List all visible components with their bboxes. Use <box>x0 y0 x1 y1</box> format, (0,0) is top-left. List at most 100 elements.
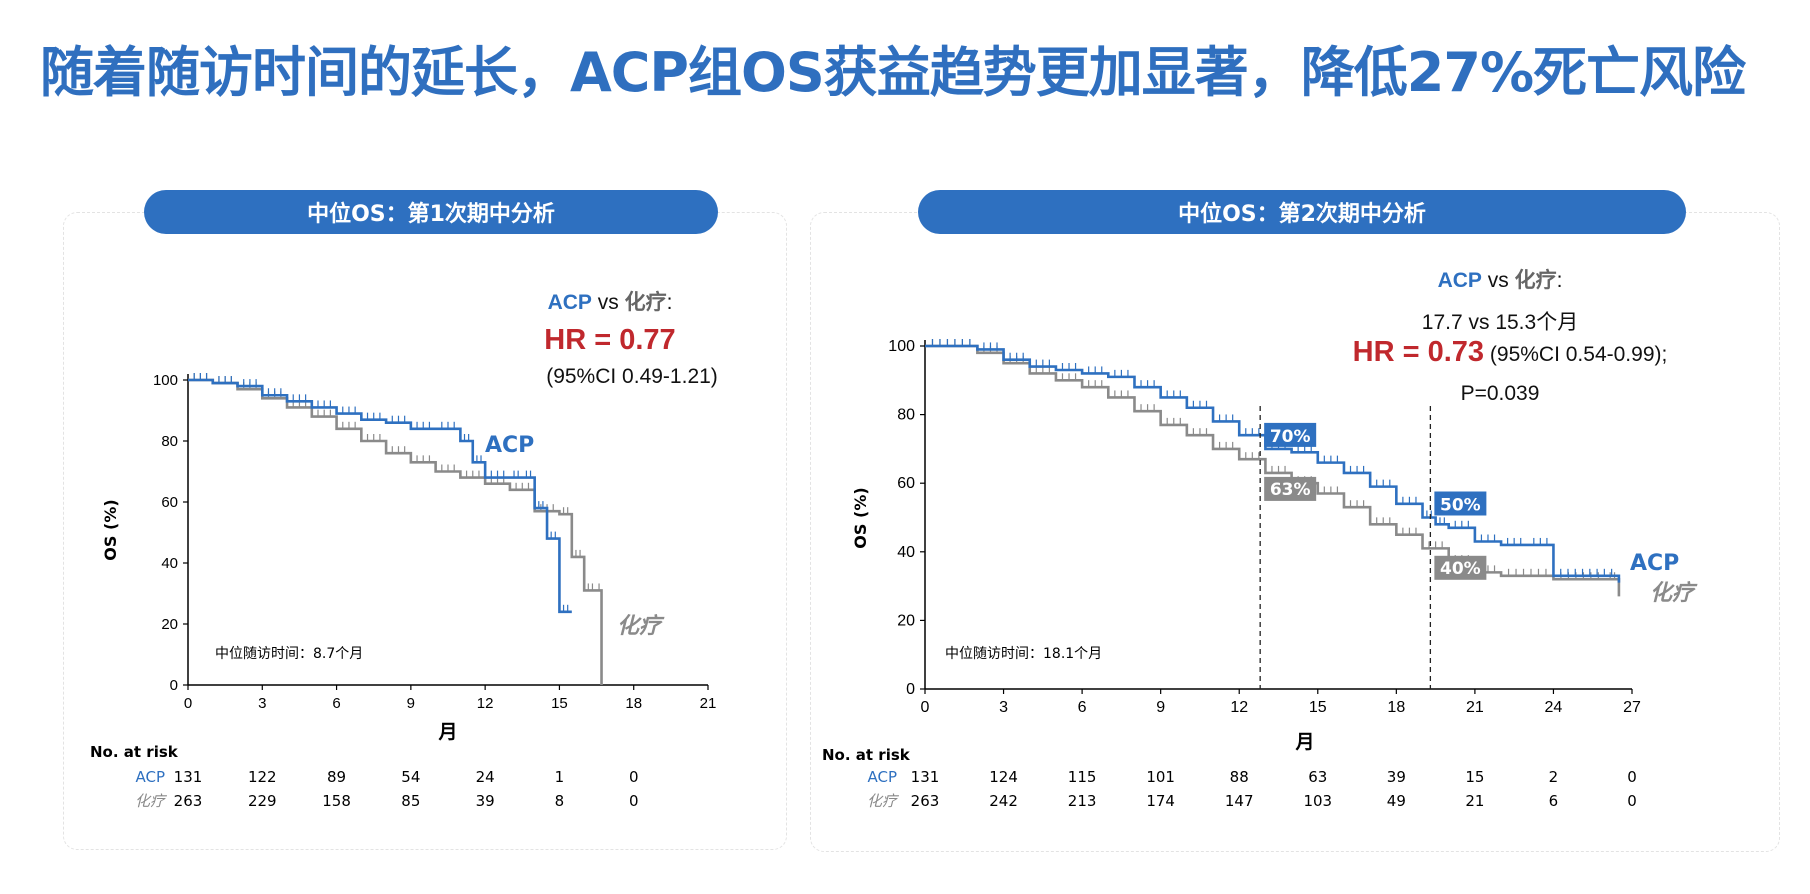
x-tick-label: 24 <box>1545 699 1563 716</box>
panel-1-title-pill: 中位OS：第1次期中分析 <box>144 190 718 234</box>
x-tick-label: 9 <box>1156 699 1165 716</box>
median-followup-note: 中位随访时间：18.1个月 <box>945 646 1102 662</box>
x-tick-label: 27 <box>1623 699 1641 716</box>
y-tick-label: 0 <box>170 677 178 694</box>
x-tick-label: 18 <box>625 695 642 712</box>
y-tick-label: 40 <box>897 544 915 561</box>
acp-landmark-label: 50% <box>1440 496 1481 516</box>
y-tick-label: 60 <box>161 494 178 511</box>
risk-cell-acp: 54 <box>401 768 420 786</box>
chemo-landmark-box <box>1264 476 1317 501</box>
risk-cell-acp: 122 <box>248 768 277 786</box>
chemo-landmark-label: 63% <box>1270 480 1311 500</box>
median-followup-note: 中位随访时间：8.7个月 <box>215 646 363 662</box>
y-tick-label: 100 <box>888 338 915 355</box>
x-tick-label: 12 <box>477 695 494 712</box>
risk-table-title: No. at risk <box>90 743 179 761</box>
y-axis-label: OS (%) <box>101 499 120 560</box>
x-tick-label: 6 <box>1078 699 1087 716</box>
annotation-vs: vs <box>1481 269 1515 292</box>
x-tick-label: 0 <box>921 699 930 716</box>
y-tick-label: 20 <box>161 616 178 633</box>
slide-title: 随着随访时间的延长，ACP组OS获益趋势更加显著，降低27%死亡风险 <box>40 41 1746 104</box>
risk-cell-chemo: 85 <box>401 792 420 810</box>
chemo-series-label: 化疗 <box>617 613 665 639</box>
risk-cell-chemo: 103 <box>1303 792 1332 810</box>
risk-cell-acp: 124 <box>989 768 1018 786</box>
risk-cell-acp: 131 <box>911 768 940 786</box>
risk-cell-acp: 131 <box>174 768 203 786</box>
annotation-chemo: 化疗 <box>624 291 667 314</box>
chemo-landmark-label: 40% <box>1440 559 1481 579</box>
annotation-acp: ACP <box>1437 269 1482 292</box>
x-tick-label: 18 <box>1387 699 1405 716</box>
risk-row-label-acp: ACP <box>135 768 165 786</box>
risk-cell-acp: 24 <box>476 768 495 786</box>
x-axis-label: 月 <box>1294 731 1314 753</box>
risk-cell-acp: 39 <box>1387 768 1406 786</box>
acp-landmark-label: 70% <box>1270 427 1311 447</box>
panel-2-title-pill: 中位OS：第2次期中分析 <box>918 190 1686 234</box>
risk-row-label-acp: ACP <box>867 768 897 786</box>
risk-cell-acp: 0 <box>1627 768 1637 786</box>
x-tick-label: 0 <box>184 695 192 712</box>
x-axis-label: 月 <box>437 721 457 743</box>
risk-cell-chemo: 263 <box>911 792 940 810</box>
x-tick-label: 3 <box>258 695 266 712</box>
y-tick-label: 60 <box>897 475 915 492</box>
x-tick-label: 15 <box>1309 699 1327 716</box>
risk-cell-acp: 101 <box>1146 768 1175 786</box>
risk-cell-chemo: 263 <box>174 792 203 810</box>
risk-cell-chemo: 242 <box>989 792 1018 810</box>
risk-cell-chemo: 49 <box>1387 792 1406 810</box>
risk-row-label-chemo: 化疗 <box>867 792 900 810</box>
risk-row-label-chemo: 化疗 <box>135 792 168 810</box>
risk-cell-acp: 1 <box>555 768 565 786</box>
risk-cell-acp: 15 <box>1465 768 1484 786</box>
risk-cell-acp: 88 <box>1230 768 1249 786</box>
x-tick-label: 15 <box>551 695 568 712</box>
y-tick-label: 80 <box>897 407 915 424</box>
chemo-landmark-box <box>1434 555 1487 580</box>
acp-survival-curve <box>188 378 572 614</box>
risk-cell-chemo: 229 <box>248 792 277 810</box>
x-tick-label: 12 <box>1230 699 1248 716</box>
risk-cell-chemo: 174 <box>1146 792 1175 810</box>
risk-cell-chemo: 213 <box>1068 792 1097 810</box>
y-tick-label: 0 <box>906 681 915 698</box>
y-tick-label: 100 <box>153 372 178 389</box>
annotation-vs: vs <box>591 291 625 314</box>
risk-cell-acp: 0 <box>629 768 639 786</box>
confidence-interval: (95%CI 0.49-1.21) <box>546 365 718 388</box>
annotation-colon: : <box>666 291 673 314</box>
y-axis-label: OS (%) <box>851 487 870 548</box>
median-os: 17.7 vs 15.3个月 <box>1421 311 1579 334</box>
acp-survival-curve <box>925 344 1621 583</box>
x-tick-label: 21 <box>1466 699 1484 716</box>
x-tick-label: 6 <box>332 695 340 712</box>
risk-cell-chemo: 147 <box>1225 792 1254 810</box>
y-tick-label: 80 <box>161 433 178 450</box>
confidence-interval: (95%CI 0.54-0.99); <box>1484 343 1668 366</box>
annotation-colon: : <box>1556 269 1563 292</box>
hazard-ratio: HR = 0.77 <box>544 324 676 356</box>
acp-series-label: ACP <box>485 433 534 458</box>
risk-cell-chemo: 6 <box>1549 792 1559 810</box>
x-tick-label: 3 <box>999 699 1008 716</box>
annotation-acp: ACP <box>547 291 592 314</box>
risk-cell-chemo: 8 <box>555 792 565 810</box>
panel-2-hr-line: HR = 0.73 (95%CI 0.54-0.99); <box>1310 336 1710 369</box>
risk-cell-acp: 2 <box>1549 768 1559 786</box>
acp-landmark-box <box>1434 491 1487 516</box>
risk-cell-acp: 63 <box>1308 768 1327 786</box>
risk-cell-chemo: 0 <box>1627 792 1637 810</box>
x-tick-label: 21 <box>700 695 717 712</box>
chemo-series-label: 化疗 <box>1650 580 1698 606</box>
risk-cell-acp: 115 <box>1068 768 1097 786</box>
acp-landmark-box <box>1264 422 1317 447</box>
panel-2-annotation: ACP vs 化疗: 17.7 vs 15.3个月 <box>1290 264 1710 336</box>
risk-cell-chemo: 39 <box>476 792 495 810</box>
risk-cell-acp: 89 <box>327 768 346 786</box>
annotation-chemo: 化疗 <box>1514 269 1557 292</box>
